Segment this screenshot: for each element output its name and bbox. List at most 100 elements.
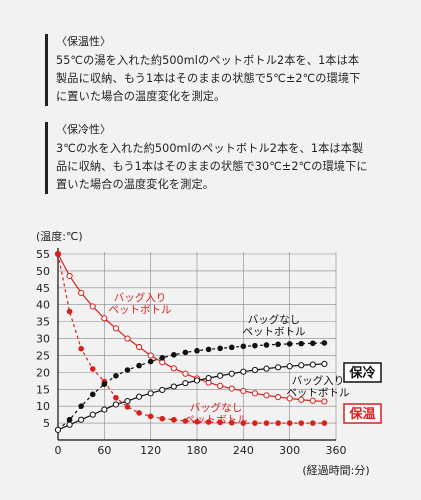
data-point (78, 403, 84, 409)
data-point (193, 377, 201, 384)
y-tick-label: 30 (36, 333, 50, 346)
data-point (78, 345, 84, 352)
data-point (310, 340, 316, 347)
data-point (228, 344, 235, 351)
section-text-line: 置いた場合の温度変化を測定。 (56, 178, 215, 191)
section-text-line: 55℃の湯を入れた約500mlのペットボトル2本を、1本は本 (56, 54, 360, 67)
data-point (182, 349, 189, 356)
data-point (147, 413, 154, 420)
data-point (321, 340, 328, 346)
data-point (159, 415, 166, 422)
x-tick-label: 180 (187, 444, 208, 457)
data-point (298, 362, 305, 369)
data-point (252, 420, 258, 426)
data-point (124, 404, 131, 410)
data-point (228, 370, 235, 377)
x-tick-label: 0 (55, 444, 62, 457)
data-point (147, 358, 154, 365)
data-point (170, 365, 177, 372)
data-point (112, 401, 120, 408)
data-point (194, 418, 200, 425)
data-point (182, 418, 189, 424)
chart-series (54, 250, 328, 433)
y-tick-label: 5 (43, 417, 50, 430)
y-tick-label: 25 (36, 349, 50, 362)
chart-labels: 5 10 15 20 25 30 35 40 45 50 55 0 60 120 180 240 300 360 (… (36, 229, 382, 477)
data-point (240, 368, 247, 375)
data-point (124, 367, 131, 373)
data-point (159, 386, 166, 394)
data-point (263, 420, 270, 426)
data-point (55, 251, 61, 257)
data-point (101, 315, 108, 322)
hot-group-box-text: 保温 (348, 406, 375, 422)
data-point (321, 398, 328, 405)
data-point (171, 416, 177, 423)
data-point (89, 366, 96, 372)
data-point (286, 420, 293, 426)
section-text-line: 品に収納、もう1本はそのままの状態で30℃±2℃の環境下に (56, 160, 368, 173)
x-tick-label: 240 (233, 444, 254, 457)
data-point (217, 419, 223, 426)
series-label: バッグ入りペットボトル (109, 291, 172, 316)
data-point (78, 416, 85, 423)
data-point (78, 289, 85, 296)
chart-axes (57, 248, 336, 441)
data-point (147, 352, 154, 359)
data-point (240, 387, 247, 395)
y-tick-label: 40 (36, 299, 50, 312)
data-point (321, 420, 328, 426)
data-point (66, 272, 73, 280)
data-point (251, 366, 259, 374)
data-point (275, 341, 281, 348)
data-point (112, 325, 120, 332)
data-point (66, 421, 73, 428)
x-tick-label: 300 (279, 444, 300, 457)
data-point (159, 355, 166, 361)
data-point (135, 343, 143, 351)
data-point (217, 382, 224, 389)
data-point (194, 347, 200, 354)
data-point (205, 419, 212, 425)
data-point (135, 393, 143, 400)
y-tick-label: 15 (36, 383, 50, 396)
data-point (298, 420, 305, 426)
insulation-section: 〈保温性〉 55℃の湯を入れた約500mlのペットボトル2本を、1本は本 製品に収… (45, 34, 421, 106)
data-point (170, 383, 177, 390)
data-point (263, 392, 270, 399)
data-point (251, 390, 259, 397)
data-point (124, 398, 131, 405)
y-axis-label: (温度:℃) (36, 229, 83, 243)
section-text-line: に置いた場合の温度変化を測定。 (56, 90, 226, 103)
cold-group-box-text: 保冷 (348, 365, 375, 381)
data-point (89, 391, 96, 398)
data-point (124, 335, 131, 342)
data-point (286, 363, 293, 370)
x-tick-label: 360 (326, 444, 347, 457)
section-title: 〈保冷性〉 (56, 123, 111, 136)
data-point (101, 381, 108, 387)
data-point (89, 411, 96, 418)
data-point (275, 420, 281, 426)
y-tick-label: 35 (36, 316, 50, 329)
data-point (66, 308, 73, 315)
data-point (101, 406, 108, 413)
data-point (217, 345, 223, 352)
data-point (66, 416, 73, 423)
section-title: 〈保温性〉 (56, 35, 111, 48)
cooling-section: 〈保冷性〉 3℃の水を入れた約500mlのペットボトル2本を、1本は本製 品に収納… (45, 122, 421, 194)
data-point (240, 343, 247, 350)
data-point (263, 342, 270, 348)
chart-grid (58, 252, 337, 440)
y-tick-label: 50 (36, 265, 50, 278)
data-point (228, 419, 235, 426)
data-point (309, 397, 316, 404)
x-tick-label: 60 (97, 444, 111, 457)
data-point (274, 393, 282, 401)
data-point (54, 426, 62, 433)
y-tick-label: 20 (36, 366, 50, 379)
section-text: 55℃の湯を入れた約500mlのペットボトル2本を、1本は本 製品に収納、もう1本… (56, 52, 421, 106)
section-text-line: 製品に収納、もう1本はそのままの状態で5℃±2℃の環境下 (56, 72, 361, 85)
data-point (310, 420, 316, 426)
data-point (217, 372, 224, 379)
